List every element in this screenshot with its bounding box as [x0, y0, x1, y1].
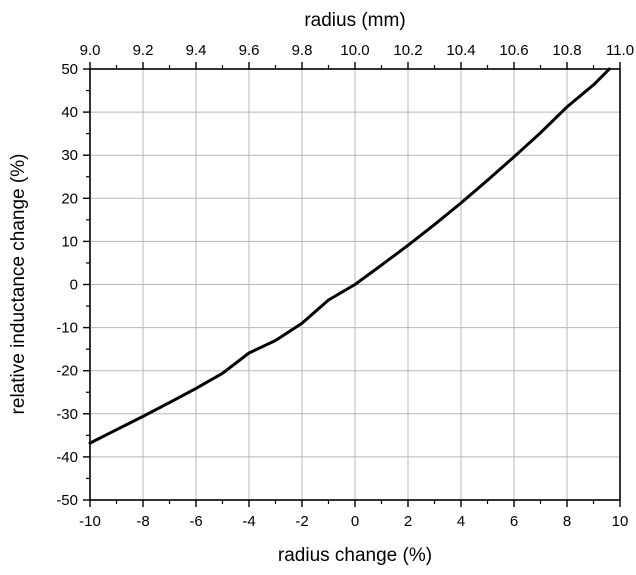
x2-tick-label: 9.8 — [292, 42, 313, 59]
x-tick-label: -2 — [295, 513, 308, 530]
y-tick-label: -10 — [56, 320, 78, 337]
y-axis-title: relative inductance change (%) — [8, 154, 29, 415]
x-tick-label: 10 — [612, 513, 629, 530]
x-tick-label: -10 — [79, 513, 101, 530]
x2-tick-label: 10.6 — [499, 42, 528, 59]
x2-tick-label: 10.2 — [393, 42, 422, 59]
x2-tick-label: 11.0 — [606, 42, 634, 59]
y-tick-label: 30 — [61, 147, 78, 164]
x2-tick-label: 10.0 — [340, 42, 369, 59]
x-tick-label: 0 — [351, 513, 359, 530]
x2-tick-label: 10.4 — [446, 42, 475, 59]
y-tick-label: 40 — [61, 104, 78, 121]
y-tick-label: 10 — [61, 233, 78, 250]
x-axis-title: radius change (%) — [278, 545, 432, 566]
x2-tick-label: 9.0 — [80, 42, 101, 59]
x2-tick-label: 9.4 — [186, 42, 207, 59]
y-tick-label: -50 — [56, 492, 78, 509]
x2-tick-label: 9.6 — [239, 42, 260, 59]
series-line — [88, 67, 611, 445]
x-tick-label: -6 — [189, 513, 202, 530]
axis-ticks — [83, 62, 621, 507]
x-tick-label: 2 — [404, 513, 412, 530]
x-tick-label: -4 — [242, 513, 255, 530]
x-tick-label: 6 — [510, 513, 518, 530]
y-tick-label: 50 — [61, 61, 78, 78]
y-tick-label: 0 — [70, 277, 78, 294]
x-tick-label: 8 — [563, 513, 571, 530]
series-layer — [88, 67, 611, 445]
y-tick-label: -20 — [56, 363, 78, 380]
x2-tick-label: 10.8 — [552, 42, 581, 59]
x2-axis-title: radius (mm) — [304, 10, 405, 31]
y-tick-label: 20 — [61, 190, 78, 207]
tick-labels: -10 -8 -6 -4 -2 0 2 4 6 8 109.0 9.2 9.4 9.6 9.8 10.0 10.… — [56, 42, 634, 530]
x-tick-label: 4 — [457, 513, 465, 530]
y-tick-label: -40 — [56, 449, 78, 466]
y-tick-label: -30 — [56, 406, 78, 423]
x2-tick-label: 9.2 — [133, 42, 154, 59]
x-tick-label: -8 — [136, 513, 149, 530]
